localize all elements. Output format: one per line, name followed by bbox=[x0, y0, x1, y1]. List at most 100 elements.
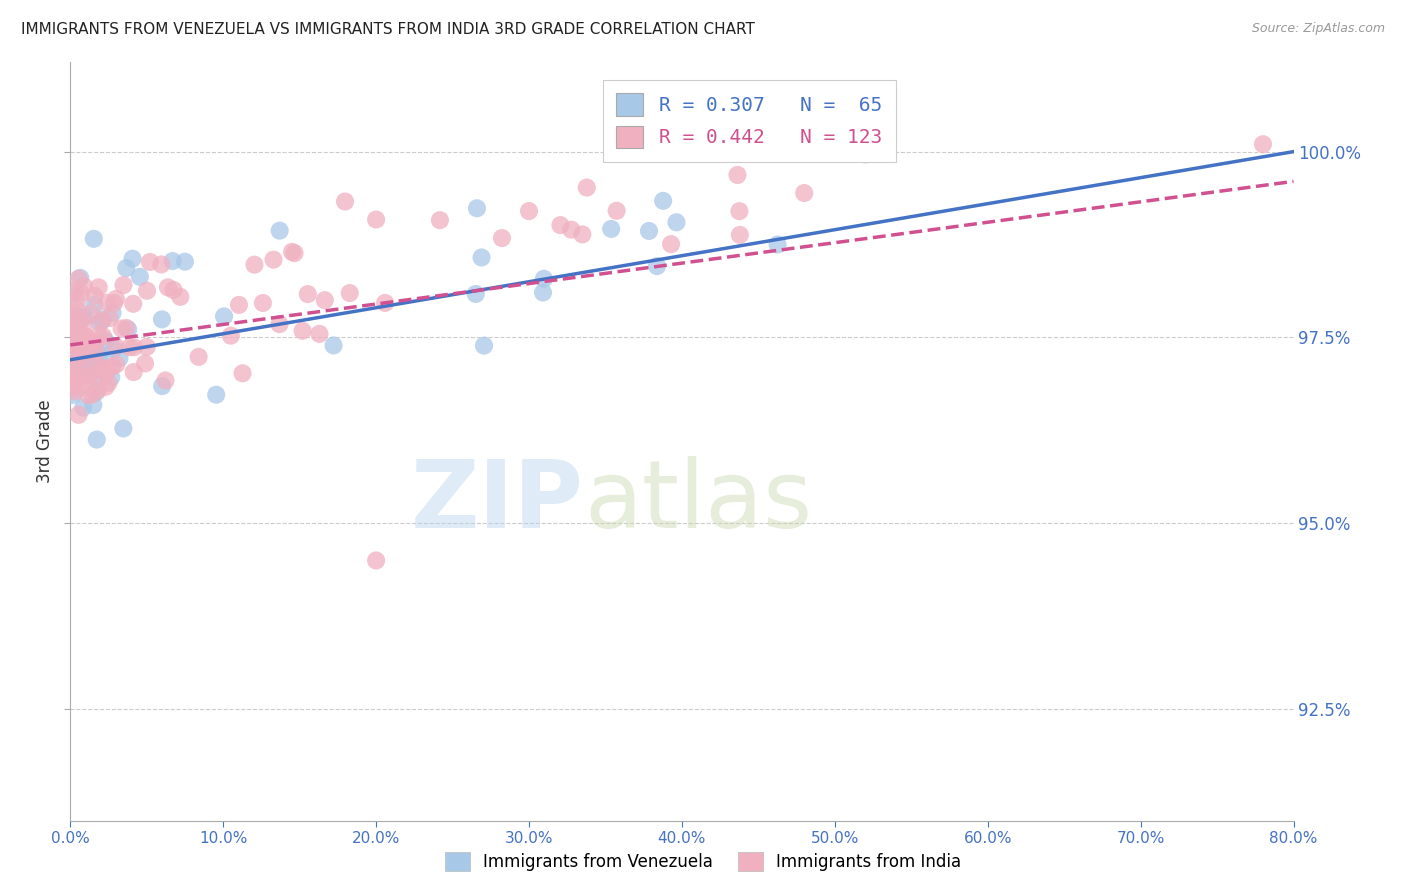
Point bbox=[150, 312, 173, 326]
Point bbox=[659, 145, 682, 160]
Point bbox=[72, 351, 94, 365]
Point bbox=[63, 311, 86, 326]
Point bbox=[314, 293, 336, 307]
Point bbox=[67, 348, 90, 362]
Point bbox=[84, 385, 107, 400]
Point bbox=[94, 366, 117, 380]
Point bbox=[150, 257, 173, 271]
Point bbox=[550, 218, 572, 232]
Point bbox=[91, 329, 114, 343]
Point bbox=[575, 180, 598, 194]
Point bbox=[60, 328, 83, 343]
Point bbox=[86, 433, 108, 447]
Point bbox=[67, 334, 90, 349]
Point bbox=[728, 204, 751, 219]
Point bbox=[121, 252, 143, 266]
Point bbox=[90, 313, 112, 327]
Point bbox=[62, 348, 84, 362]
Point bbox=[73, 329, 96, 343]
Point bbox=[82, 398, 104, 412]
Text: ZIP: ZIP bbox=[411, 456, 583, 549]
Point bbox=[96, 295, 118, 310]
Point bbox=[322, 338, 344, 352]
Point bbox=[645, 259, 668, 273]
Point bbox=[69, 270, 91, 285]
Point bbox=[108, 351, 131, 366]
Point bbox=[104, 339, 127, 353]
Point bbox=[67, 329, 90, 343]
Point bbox=[73, 378, 96, 392]
Point bbox=[97, 360, 120, 375]
Point bbox=[533, 272, 555, 286]
Point bbox=[91, 313, 114, 327]
Point bbox=[98, 311, 121, 326]
Point bbox=[793, 186, 815, 200]
Point bbox=[67, 272, 90, 286]
Point bbox=[122, 297, 145, 311]
Point bbox=[464, 287, 486, 301]
Point bbox=[73, 318, 96, 332]
Point bbox=[136, 284, 159, 298]
Point bbox=[77, 351, 100, 366]
Point bbox=[531, 285, 554, 300]
Point bbox=[60, 376, 83, 390]
Point bbox=[77, 344, 100, 359]
Point bbox=[659, 237, 682, 252]
Point bbox=[73, 279, 96, 293]
Point bbox=[67, 330, 90, 344]
Point bbox=[727, 168, 749, 182]
Text: IMMIGRANTS FROM VENEZUELA VS IMMIGRANTS FROM INDIA 3RD GRADE CORRELATION CHART: IMMIGRANTS FROM VENEZUELA VS IMMIGRANTS … bbox=[21, 22, 755, 37]
Point bbox=[80, 306, 103, 320]
Point bbox=[297, 287, 319, 301]
Point bbox=[219, 328, 242, 343]
Point bbox=[62, 287, 84, 301]
Point bbox=[135, 340, 157, 354]
Point bbox=[156, 280, 179, 294]
Point bbox=[491, 231, 513, 245]
Point bbox=[339, 286, 361, 301]
Point bbox=[70, 286, 93, 301]
Point bbox=[291, 324, 314, 338]
Point bbox=[652, 194, 675, 208]
Point bbox=[283, 246, 305, 260]
Point bbox=[72, 310, 94, 325]
Point bbox=[87, 327, 110, 342]
Point bbox=[69, 358, 91, 372]
Point bbox=[89, 316, 111, 330]
Point bbox=[65, 309, 87, 323]
Point bbox=[571, 227, 593, 242]
Point bbox=[155, 374, 177, 388]
Point bbox=[60, 359, 83, 373]
Point bbox=[67, 324, 90, 338]
Point bbox=[470, 251, 492, 265]
Point bbox=[117, 322, 139, 336]
Point bbox=[80, 387, 103, 401]
Point bbox=[72, 332, 94, 346]
Point bbox=[60, 320, 83, 334]
Point bbox=[67, 361, 90, 376]
Point bbox=[638, 224, 661, 238]
Point bbox=[122, 340, 145, 354]
Point bbox=[60, 381, 83, 395]
Point bbox=[83, 232, 105, 246]
Point bbox=[243, 258, 266, 272]
Text: atlas: atlas bbox=[583, 456, 813, 549]
Point bbox=[162, 254, 184, 268]
Point bbox=[84, 359, 107, 373]
Point bbox=[105, 358, 128, 372]
Point bbox=[728, 227, 751, 242]
Point bbox=[118, 340, 141, 354]
Point bbox=[139, 255, 162, 269]
Point bbox=[232, 366, 254, 380]
Point bbox=[67, 335, 90, 350]
Point bbox=[122, 365, 145, 379]
Point bbox=[86, 345, 108, 359]
Point bbox=[366, 553, 388, 567]
Point bbox=[82, 348, 104, 362]
Point bbox=[228, 298, 250, 312]
Point bbox=[517, 204, 540, 219]
Point bbox=[94, 367, 117, 381]
Point bbox=[112, 421, 135, 435]
Point bbox=[333, 194, 356, 209]
Point bbox=[63, 384, 86, 399]
